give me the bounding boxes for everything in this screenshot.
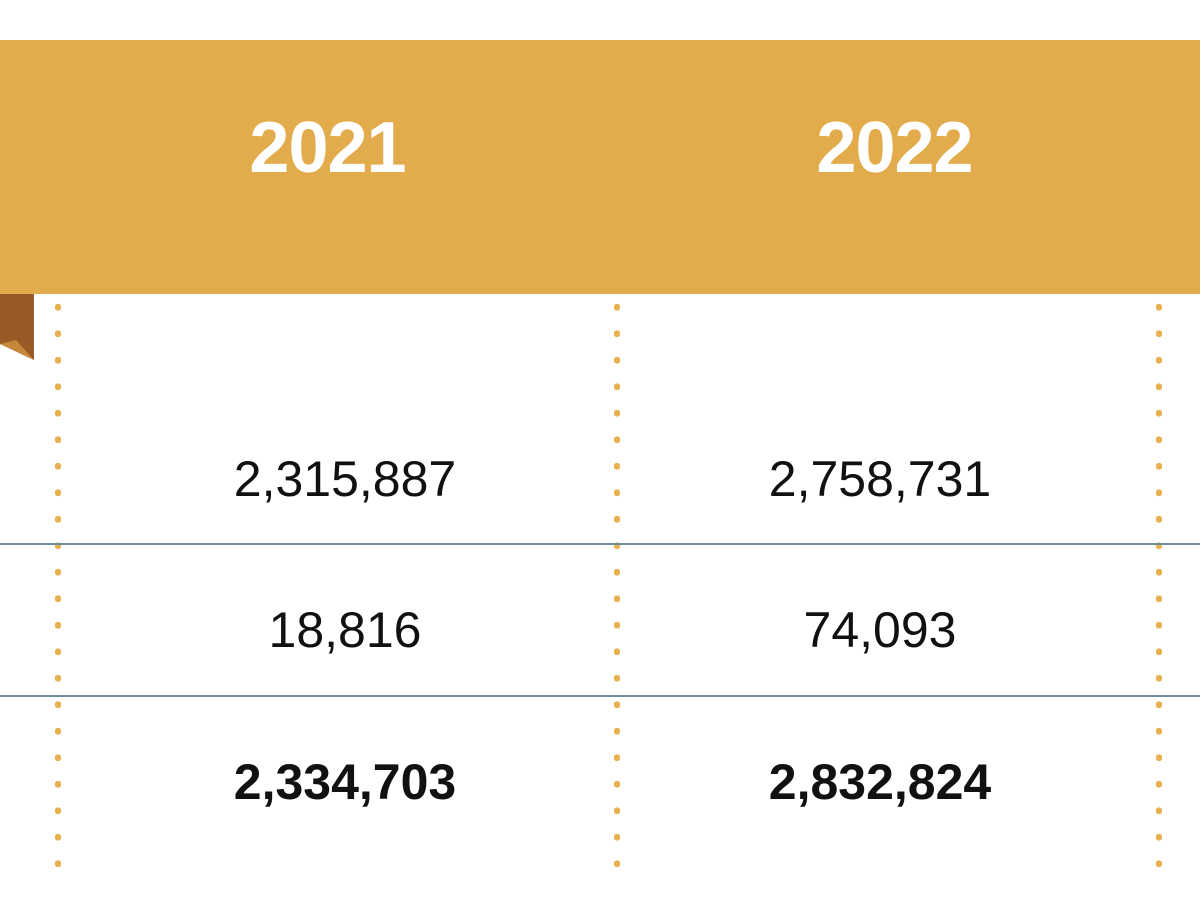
table-total-2022: 2,832,824 (768, 754, 992, 810)
table-cell-row1-2022: 2,758,731 (768, 451, 992, 507)
row-divider (0, 695, 1200, 697)
table-total-2021: 2,334,703 (233, 754, 457, 810)
table-cell-row1-2021: 2,315,887 (233, 451, 457, 507)
dotted-column-divider (614, 294, 620, 874)
row-divider (0, 543, 1200, 545)
table-cell-row2-2022: 74,093 (803, 602, 957, 658)
dotted-column-divider (1156, 294, 1162, 874)
table-cell-row2-2021: 18,816 (268, 602, 422, 658)
dotted-column-divider (55, 294, 61, 874)
header-band (0, 40, 1200, 294)
column-header-2021: 2021 (249, 108, 406, 188)
ribbon-fold-decoration (0, 294, 34, 360)
column-header-2022: 2022 (816, 108, 973, 188)
